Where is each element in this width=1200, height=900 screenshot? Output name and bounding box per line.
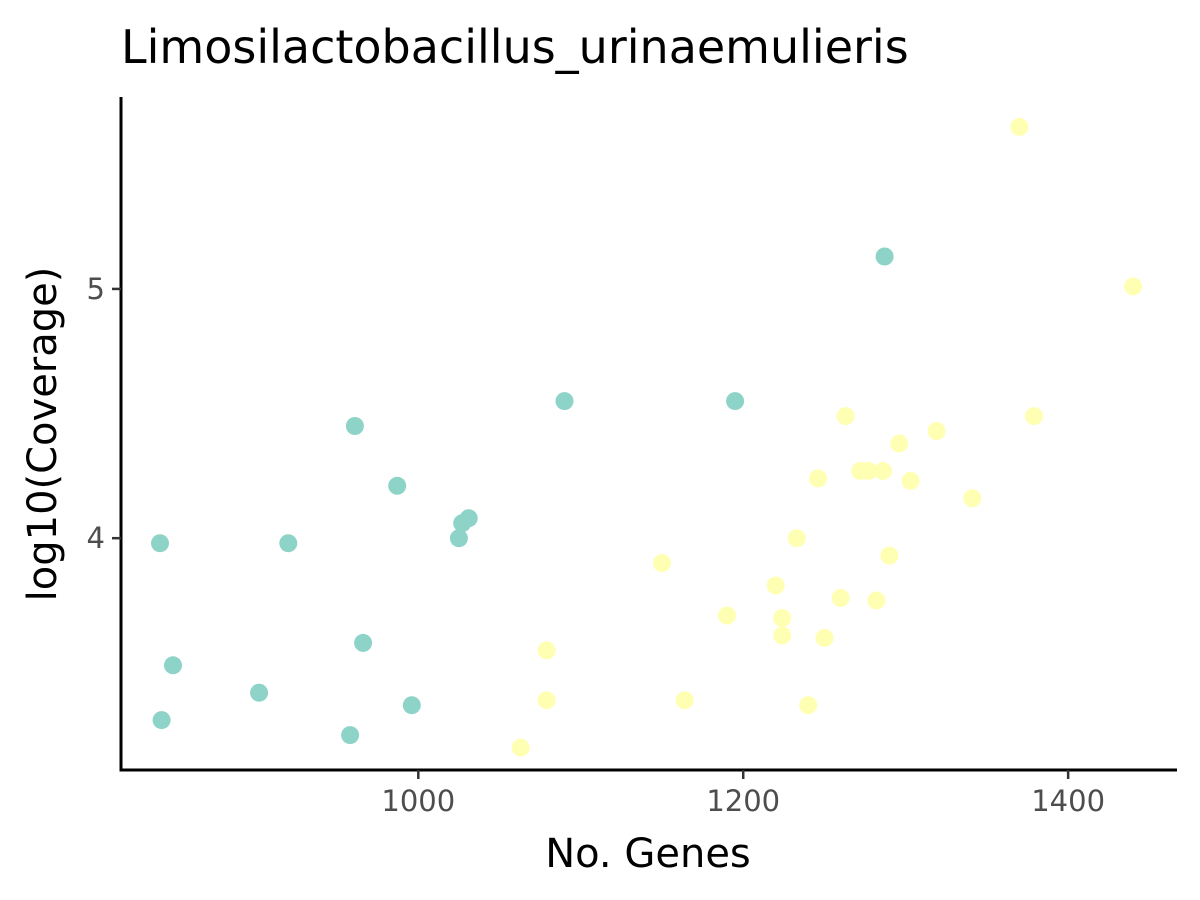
x-tick-label-1400: 1400 xyxy=(1031,784,1105,818)
data-point-series1-2 xyxy=(555,392,574,411)
data-point-series1-14 xyxy=(402,696,421,715)
y-axis-ticks: 45 xyxy=(87,272,121,555)
data-point-series1-12 xyxy=(164,656,182,675)
data-point-series2-15 xyxy=(653,554,671,573)
data-point-series1-7 xyxy=(453,514,472,533)
data-point-series1-11 xyxy=(354,633,373,652)
data-point-series1-8 xyxy=(449,529,468,548)
data-point-series2-23 xyxy=(537,641,556,660)
data-point-series2-10 xyxy=(809,469,827,488)
data-point-series1-15 xyxy=(152,711,171,730)
data-point-series1-10 xyxy=(279,534,298,553)
x-axis-title: No. Genes xyxy=(545,831,751,877)
data-point-series1-5 xyxy=(388,476,407,495)
data-point-series2-26 xyxy=(799,696,818,715)
data-point-series2-5 xyxy=(927,422,946,440)
data-point-series2-16 xyxy=(766,576,785,595)
data-point-series2-21 xyxy=(773,626,792,645)
data-point-series2-17 xyxy=(831,589,850,607)
data-point-series2-12 xyxy=(963,489,982,508)
data-point-series2-9 xyxy=(873,461,892,480)
data-point-series2-24 xyxy=(537,691,556,710)
x-axis-ticks: 1000 1200 1400 xyxy=(381,770,1105,818)
data-point-series2-27 xyxy=(511,738,530,757)
data-point-series2-19 xyxy=(718,606,736,625)
data-point-series2-4 xyxy=(1025,407,1043,426)
data-points xyxy=(151,117,1143,757)
data-point-series1-4 xyxy=(345,417,364,435)
data-point-series2-22 xyxy=(815,628,834,647)
x-tick-label-1200: 1200 xyxy=(706,784,780,818)
data-point-series2-18 xyxy=(867,591,886,610)
y-axis-title: log10(Coverage) xyxy=(20,267,66,602)
data-point-series1-3 xyxy=(726,392,745,411)
data-point-series2-13 xyxy=(787,529,806,548)
data-point-series2-1 xyxy=(1010,117,1029,136)
data-point-series1-13 xyxy=(250,683,269,702)
y-tick-label-4: 4 xyxy=(87,521,105,555)
data-point-series2-3 xyxy=(836,407,855,426)
data-point-series1-16 xyxy=(341,726,360,745)
x-tick-label-1000: 1000 xyxy=(381,784,455,818)
data-point-series2-14 xyxy=(880,546,899,565)
data-point-series2-20 xyxy=(773,609,792,627)
data-point-series2-25 xyxy=(675,691,694,710)
chart-title: Limosilactobacillus_urinaemulieris xyxy=(121,20,909,74)
data-point-series1-9 xyxy=(151,534,169,553)
data-point-series1-1 xyxy=(875,247,894,266)
data-point-series2-6 xyxy=(890,434,909,453)
data-point-series2-11 xyxy=(901,471,920,490)
data-point-series2-2 xyxy=(1124,277,1143,296)
data-point-series2-8 xyxy=(859,461,878,480)
y-tick-label-5: 5 xyxy=(87,272,105,306)
